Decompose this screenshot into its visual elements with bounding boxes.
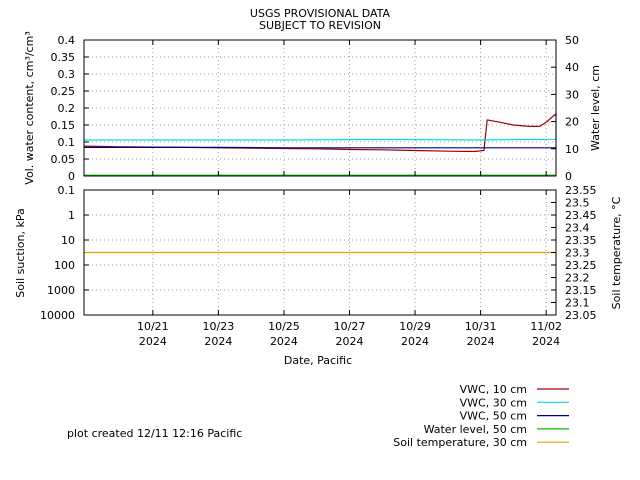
bottom-right-tick-label: 23.45 bbox=[565, 209, 597, 222]
bottom-left-tick-label: 1 bbox=[68, 209, 75, 222]
chart-title-line1: USGS PROVISIONAL DATA bbox=[250, 7, 391, 20]
x-tick-label-date: 10/29 bbox=[399, 320, 431, 333]
x-tick-label-year: 2024 bbox=[270, 335, 298, 348]
top-panel: 0 0.05 0.1 0.15 0.2 0.25 0.3 0.35 0.4 0 10 20 30 40 50… bbox=[23, 31, 602, 184]
x-tick-label-date: 10/21 bbox=[137, 320, 169, 333]
bottom-right-tick-label: 23.55 bbox=[565, 184, 597, 197]
top-left-axis-label: Vol. water content, cm³/cm³ bbox=[23, 31, 36, 184]
x-tick-label-date: 10/27 bbox=[334, 320, 366, 333]
bottom-right-axis-label: Soil temperature, °C bbox=[610, 196, 623, 309]
top-left-tick-label: 0.1 bbox=[58, 136, 76, 149]
x-tick-label-date: 10/23 bbox=[203, 320, 235, 333]
chart-title-line2: SUBJECT TO REVISION bbox=[259, 19, 381, 32]
top-right-tick-label: 20 bbox=[565, 116, 579, 129]
bottom-right-tick-label: 23.2 bbox=[565, 272, 590, 285]
bottom-left-tick-label: 10 bbox=[61, 234, 75, 247]
bottom-right-tick-label: 23.5 bbox=[565, 197, 590, 210]
top-left-tick-label: 0.3 bbox=[58, 68, 76, 81]
x-tick-label-date: 11/02 bbox=[530, 320, 562, 333]
top-left-tick-label: 0.4 bbox=[58, 34, 76, 47]
top-right-tick-label: 10 bbox=[565, 143, 579, 156]
bottom-right-tick-label: 23.35 bbox=[565, 234, 597, 247]
series-line-vwc50 bbox=[84, 146, 557, 149]
top-panel-series bbox=[83, 112, 557, 176]
legend-label-vwc30: VWC, 30 cm bbox=[460, 396, 527, 409]
top-left-tick-label: 0.35 bbox=[51, 51, 76, 64]
legend-label-soiltemp: Soil temperature, 30 cm bbox=[393, 436, 527, 449]
x-tick-label-year: 2024 bbox=[467, 335, 495, 348]
x-tick-label-year: 2024 bbox=[204, 335, 232, 348]
x-axis-tick-labels: 10/21 2024 10/23 2024 10/25 2024 10/27 2024 10/2… bbox=[137, 320, 562, 348]
top-left-tick-label: 0 bbox=[68, 170, 75, 183]
series-line-vwc10 bbox=[83, 112, 557, 153]
top-right-tick-label: 40 bbox=[565, 61, 579, 74]
top-panel-ticks: 0 0.05 0.1 0.15 0.2 0.25 0.3 0.35 0.4 0 10 20 30 40 50 bbox=[51, 34, 580, 183]
top-right-tick-label: 50 bbox=[565, 34, 579, 47]
bottom-panel: 0.111010010001000023.5523.523.4523.423.3… bbox=[14, 184, 623, 322]
top-left-tick-label: 0.2 bbox=[58, 102, 76, 115]
bottom-panel-ticks: 0.111010010001000023.5523.523.4523.423.3… bbox=[40, 184, 597, 322]
x-axis-label: Date, Pacific bbox=[284, 354, 352, 367]
bottom-right-tick-label: 23.25 bbox=[565, 259, 597, 272]
bottom-left-tick-label: 10000 bbox=[40, 309, 75, 322]
bottom-right-tick-label: 23.4 bbox=[565, 222, 590, 235]
top-left-tick-label: 0.25 bbox=[51, 85, 76, 98]
top-right-axis-label: Water level, cm bbox=[589, 65, 602, 151]
x-tick-label-date: 10/31 bbox=[465, 320, 497, 333]
bottom-right-tick-label: 23.1 bbox=[565, 297, 590, 310]
top-left-tick-label: 0.15 bbox=[51, 119, 76, 132]
bottom-right-tick-label: 23.05 bbox=[565, 309, 597, 322]
top-left-tick-label: 0.05 bbox=[51, 153, 76, 166]
bottom-left-tick-label: 0.1 bbox=[58, 184, 76, 197]
bottom-panel-grid bbox=[84, 190, 556, 315]
x-tick-label-year: 2024 bbox=[532, 335, 560, 348]
top-right-tick-label: 0 bbox=[565, 170, 572, 183]
x-tick-label-year: 2024 bbox=[139, 335, 167, 348]
x-tick-label-date: 10/25 bbox=[268, 320, 300, 333]
plot-created-note: plot created 12/11 12:16 Pacific bbox=[67, 427, 242, 440]
x-tick-label-year: 2024 bbox=[336, 335, 364, 348]
bottom-left-tick-label: 100 bbox=[54, 259, 75, 272]
bottom-left-axis-label: Soil suction, kPa bbox=[14, 208, 27, 297]
top-right-tick-label: 30 bbox=[565, 88, 579, 101]
bottom-right-tick-label: 23.15 bbox=[565, 284, 597, 297]
top-panel-grid bbox=[84, 40, 556, 176]
legend-label-vwc50: VWC, 50 cm bbox=[460, 410, 527, 423]
x-tick-label-year: 2024 bbox=[401, 335, 429, 348]
legend-label-water: Water level, 50 cm bbox=[424, 423, 527, 436]
bottom-left-tick-label: 1000 bbox=[47, 284, 75, 297]
legend-label-vwc10: VWC, 10 cm bbox=[460, 383, 527, 396]
bottom-right-tick-label: 23.3 bbox=[565, 247, 590, 260]
